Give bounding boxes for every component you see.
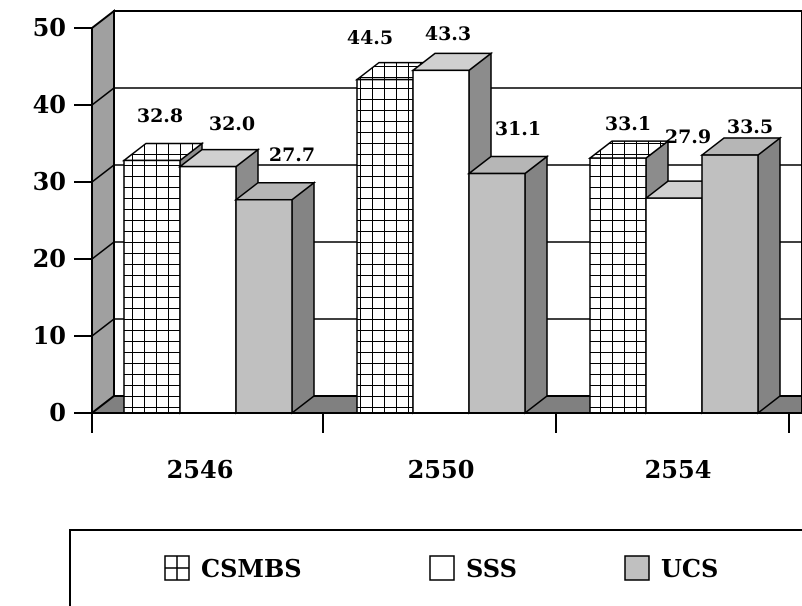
bar-ucs-2554 [699,136,783,415]
legend-swatch-csmbs [164,555,190,581]
data-label: 33.1 [605,113,651,135]
gridline-side [91,241,115,260]
x-axis: 2546 2550 2554 [91,412,802,484]
bar-front [235,198,293,414]
x-tick-label: 2554 [645,455,712,484]
gridline-side [91,87,115,106]
data-label: 32.0 [209,113,255,135]
legend-label-sss: SSS [466,554,517,583]
data-label: 33.5 [727,116,773,138]
bar-side [757,136,781,415]
data-label: 44.5 [347,27,393,49]
y-tick-label: 50 [33,13,66,42]
bar-front [701,154,759,414]
data-label: 32.8 [137,105,183,127]
bar-ucs-2550 [466,155,550,415]
data-labels: 32.8 32.0 27.7 44.5 43.3 31.1 33.1 27.9 33.5 [137,23,773,166]
bar-front [589,157,647,414]
bar-front [123,159,181,414]
legend-swatch-sss [429,555,455,581]
data-label: 27.9 [665,126,711,148]
bar-front [645,197,703,414]
y-axis: 0 10 20 30 40 50 [33,13,93,427]
y-tick-label: 0 [49,398,66,427]
bar-front [468,172,526,414]
data-label: 43.3 [425,23,471,45]
bar-front [356,78,414,414]
y-tick-label: 20 [33,244,66,273]
bar-front [179,165,237,414]
gridline-side [91,164,115,183]
legend-swatch-ucs [624,555,650,581]
bar-side [524,155,548,415]
y-tick-label: 40 [33,90,66,119]
x-tick-label: 2550 [408,455,475,484]
bar-ucs-2546 [233,181,317,415]
legend: CSMBS SSS UCS [69,529,802,606]
data-label: 27.7 [269,144,315,166]
gridline-side [91,318,115,337]
data-label: 31.1 [495,118,541,140]
bar-front [412,69,470,414]
bars [121,51,783,415]
left-wall [91,8,115,416]
gridline-side [91,10,115,29]
y-tick-label: 30 [33,167,66,196]
x-tick-label: 2546 [167,455,234,484]
legend-label-ucs: UCS [661,554,718,583]
legend-label-csmbs: CSMBS [201,554,302,583]
bar-side [291,181,315,415]
y-tick-label: 10 [33,321,66,350]
